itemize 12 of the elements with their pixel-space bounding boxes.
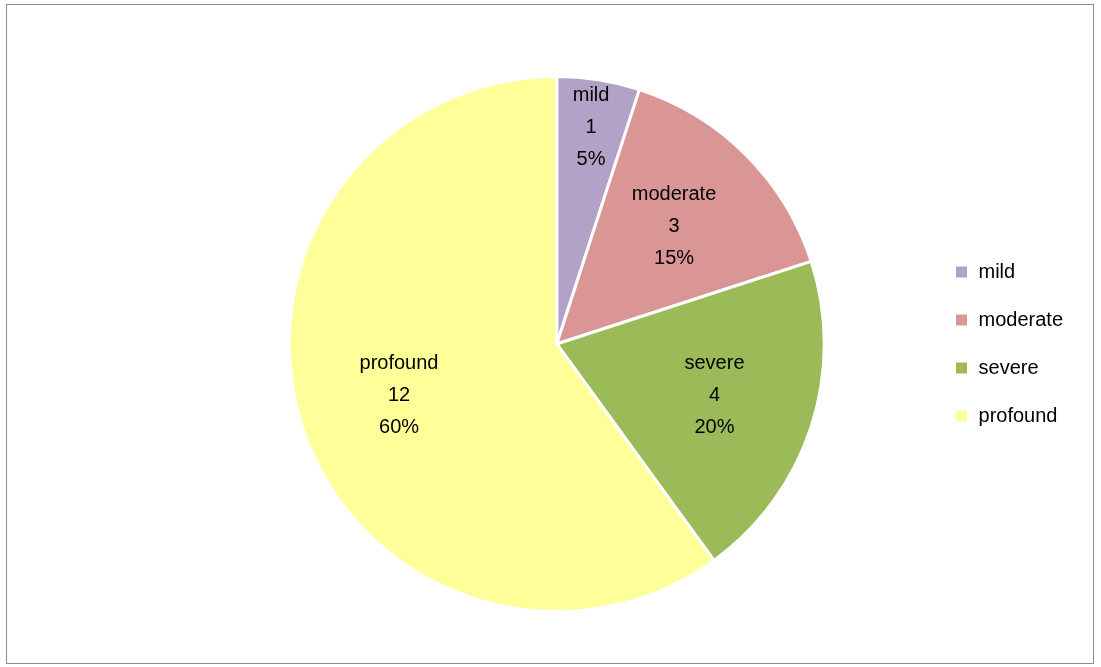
data-label: 4 20% — [694, 382, 735, 437]
slice-label: mild — [572, 82, 610, 105]
data-label: 1 5% — [576, 114, 606, 169]
legend-label: moderate — [978, 307, 1064, 330]
legend-label: mild — [978, 259, 1016, 282]
data-label: 3 15% — [654, 214, 695, 269]
data-label: 12 60% — [379, 382, 420, 437]
slice-label: profound — [359, 350, 439, 373]
legend-label: profound — [978, 403, 1058, 426]
legend-label: severe — [978, 355, 1039, 378]
slice-label: severe — [684, 350, 745, 373]
slice-label: moderate — [631, 182, 717, 205]
